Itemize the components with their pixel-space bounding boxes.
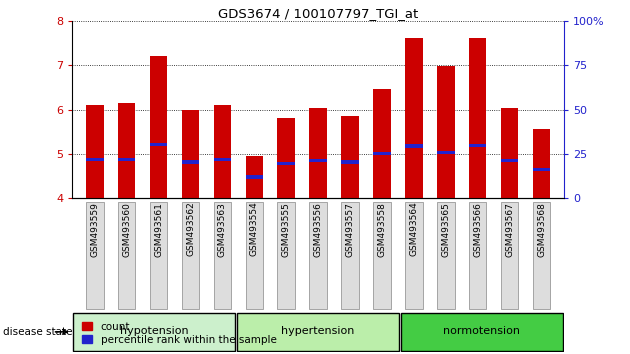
FancyBboxPatch shape bbox=[341, 202, 359, 309]
Text: GSM493560: GSM493560 bbox=[122, 202, 131, 257]
Text: hypotension: hypotension bbox=[120, 326, 188, 336]
Text: hypertension: hypertension bbox=[282, 326, 355, 336]
FancyBboxPatch shape bbox=[469, 202, 486, 309]
Bar bbox=[373, 89, 391, 198]
Bar bbox=[341, 116, 359, 198]
Bar bbox=[150, 143, 168, 146]
Bar bbox=[150, 56, 168, 198]
Bar bbox=[86, 158, 103, 161]
Bar bbox=[181, 110, 199, 198]
Text: GSM493563: GSM493563 bbox=[218, 202, 227, 257]
Bar bbox=[437, 67, 455, 198]
Bar bbox=[277, 118, 295, 198]
Text: GSM493562: GSM493562 bbox=[186, 202, 195, 256]
FancyBboxPatch shape bbox=[373, 202, 391, 309]
Bar bbox=[309, 159, 327, 162]
Text: GSM493555: GSM493555 bbox=[282, 202, 290, 257]
Bar bbox=[405, 38, 423, 198]
Bar bbox=[341, 160, 359, 164]
Text: GSM493565: GSM493565 bbox=[441, 202, 450, 257]
Bar bbox=[246, 176, 263, 178]
FancyBboxPatch shape bbox=[238, 313, 399, 350]
FancyBboxPatch shape bbox=[405, 202, 423, 309]
Bar bbox=[309, 108, 327, 198]
Bar bbox=[405, 144, 423, 148]
Bar bbox=[533, 168, 550, 171]
FancyBboxPatch shape bbox=[533, 202, 550, 309]
FancyBboxPatch shape bbox=[277, 202, 295, 309]
Text: GSM493559: GSM493559 bbox=[90, 202, 100, 257]
Text: GSM493567: GSM493567 bbox=[505, 202, 514, 257]
Text: GSM493568: GSM493568 bbox=[537, 202, 546, 257]
Bar bbox=[118, 158, 135, 161]
Bar bbox=[437, 151, 455, 154]
Bar bbox=[277, 162, 295, 165]
Bar bbox=[501, 108, 518, 198]
Bar bbox=[118, 103, 135, 198]
FancyBboxPatch shape bbox=[437, 202, 455, 309]
FancyBboxPatch shape bbox=[118, 202, 135, 309]
FancyBboxPatch shape bbox=[501, 202, 518, 309]
FancyBboxPatch shape bbox=[181, 202, 199, 309]
Bar bbox=[181, 160, 199, 164]
Text: normotension: normotension bbox=[444, 326, 520, 336]
Text: GSM493557: GSM493557 bbox=[346, 202, 355, 257]
Bar bbox=[501, 159, 518, 162]
FancyBboxPatch shape bbox=[150, 202, 168, 309]
FancyBboxPatch shape bbox=[246, 202, 263, 309]
Text: GSM493566: GSM493566 bbox=[473, 202, 482, 257]
Text: GSM493564: GSM493564 bbox=[410, 202, 418, 256]
Bar bbox=[373, 152, 391, 155]
Bar bbox=[533, 129, 550, 198]
Bar bbox=[469, 144, 486, 147]
FancyBboxPatch shape bbox=[309, 202, 327, 309]
Bar bbox=[246, 156, 263, 198]
Text: GSM493561: GSM493561 bbox=[154, 202, 163, 257]
FancyBboxPatch shape bbox=[74, 313, 235, 350]
Title: GDS3674 / 100107797_TGI_at: GDS3674 / 100107797_TGI_at bbox=[218, 7, 418, 20]
Text: GSM493558: GSM493558 bbox=[377, 202, 386, 257]
Legend: count, percentile rank within the sample: count, percentile rank within the sample bbox=[77, 317, 280, 349]
Text: disease state: disease state bbox=[3, 327, 72, 337]
Bar bbox=[469, 38, 486, 198]
FancyBboxPatch shape bbox=[214, 202, 231, 309]
Bar bbox=[86, 105, 103, 198]
Bar bbox=[214, 105, 231, 198]
FancyBboxPatch shape bbox=[86, 202, 103, 309]
Text: GSM493554: GSM493554 bbox=[250, 202, 259, 256]
Bar bbox=[214, 158, 231, 161]
Text: GSM493556: GSM493556 bbox=[314, 202, 323, 257]
FancyBboxPatch shape bbox=[401, 313, 563, 350]
